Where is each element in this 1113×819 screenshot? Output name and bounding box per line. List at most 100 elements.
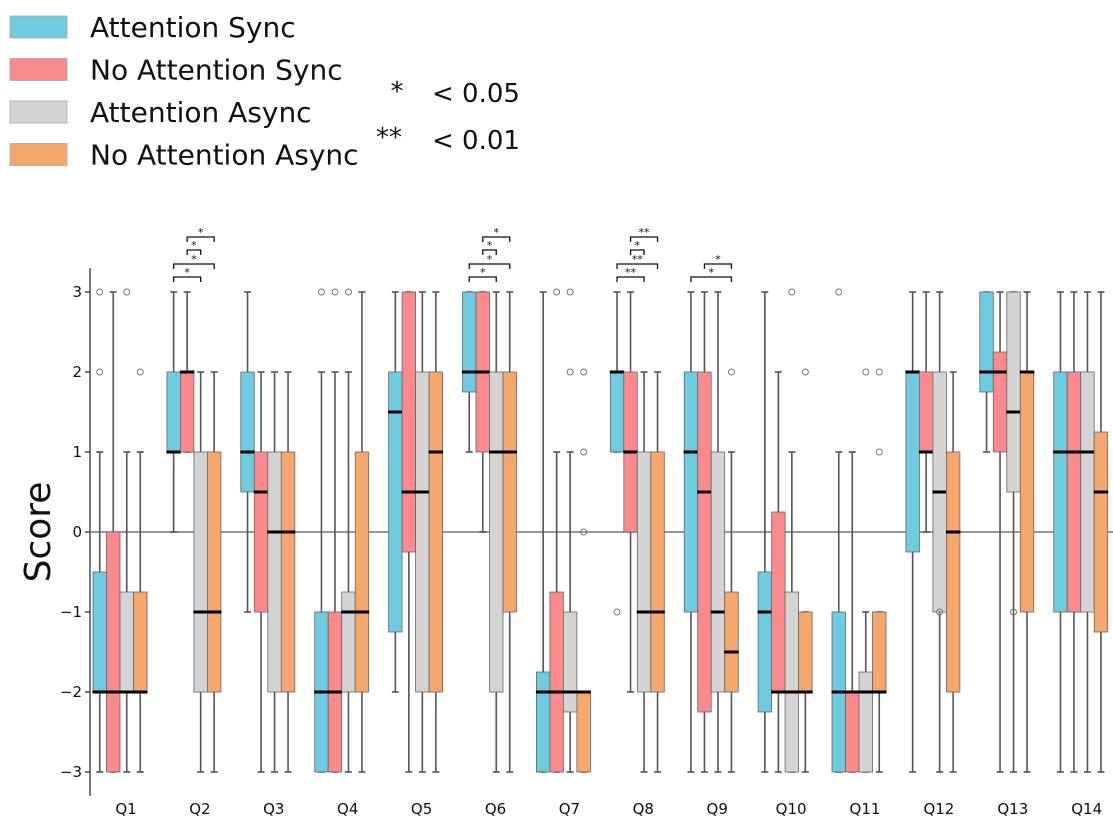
box-attention-sync — [1053, 291, 1068, 773]
x-tick-label: Q11 — [850, 800, 881, 818]
box-no-attention-async — [428, 291, 444, 773]
box-no-attention-async — [1093, 291, 1109, 773]
box-iqr — [784, 591, 799, 773]
significance-bracket — [482, 249, 497, 255]
y-tick-label: 2 — [72, 363, 82, 381]
box-attention-sync — [314, 288, 329, 773]
legend-label: No Attention Sync — [90, 54, 343, 87]
outlier-point — [580, 368, 588, 376]
box-iqr — [992, 351, 1008, 453]
box-attention-sync — [92, 288, 107, 773]
significance-symbol: * — [391, 77, 404, 107]
box-iqr — [905, 371, 920, 553]
box-iqr — [401, 291, 417, 553]
box-iqr — [549, 591, 564, 773]
box-iqr — [609, 371, 625, 453]
significance-marker: * — [715, 253, 721, 266]
box-iqr — [489, 371, 504, 693]
box-iqr — [650, 451, 665, 693]
box-iqr — [872, 611, 887, 693]
box-attention-async — [415, 291, 430, 773]
significance-marker: * — [708, 266, 714, 279]
box-iqr — [341, 591, 356, 693]
box-no-attention-sync — [918, 291, 934, 533]
significance-bracket — [629, 249, 645, 255]
box-iqr — [1066, 371, 1082, 613]
y-tick-label: −3 — [60, 763, 82, 781]
outlier-point — [727, 368, 735, 376]
legend-swatch — [9, 100, 68, 124]
outlier-point — [136, 368, 144, 376]
outlier-point — [1010, 608, 1018, 616]
significance-marker: ** — [639, 226, 651, 239]
box-attention-sync — [831, 288, 846, 773]
significance-bracket — [629, 236, 659, 242]
significance-marker: * — [494, 226, 500, 239]
box-attention-async — [193, 371, 208, 773]
significance-bracket — [173, 263, 215, 269]
box-no-attention-sync — [697, 291, 712, 773]
box-iqr — [1093, 431, 1109, 633]
outlier-point — [835, 288, 843, 296]
box-iqr — [771, 511, 786, 693]
outlier-point — [862, 368, 870, 376]
box-iqr — [415, 371, 430, 693]
x-tick-label: Q6 — [485, 800, 506, 818]
box-iqr — [502, 371, 517, 613]
x-tick-label: Q1 — [115, 800, 136, 818]
box-attention-async — [784, 288, 800, 773]
significance-marker: * — [480, 266, 486, 279]
box-iqr — [428, 371, 444, 693]
box-iqr — [563, 611, 578, 713]
box-attention-async — [858, 368, 873, 773]
outlier-point — [123, 288, 131, 296]
significance-marker: * — [191, 239, 197, 252]
box-iqr — [710, 451, 726, 693]
box-iqr — [280, 451, 296, 693]
y-axis-label: Score — [18, 482, 59, 583]
box-attention-sync — [757, 291, 773, 773]
outlier-point — [580, 448, 588, 456]
box-iqr — [576, 691, 591, 773]
box-iqr — [1080, 371, 1095, 613]
box-iqr — [133, 591, 148, 693]
box-no-attention-async — [133, 368, 148, 773]
box-no-attention-async — [576, 368, 591, 773]
outlier-point — [936, 608, 944, 616]
significance-bracket — [482, 236, 511, 242]
y-tick-label: −1 — [60, 603, 82, 621]
box-no-attention-async — [872, 368, 887, 773]
box-iqr — [119, 591, 134, 693]
legend-swatch — [9, 15, 68, 39]
box-attention-sync — [683, 291, 699, 773]
box-attention-async — [636, 371, 652, 773]
x-tick-label: Q2 — [189, 800, 210, 818]
box-attention-async — [1080, 291, 1095, 773]
significance-brackets: ***************** — [173, 226, 733, 282]
box-no-attention-sync — [401, 291, 417, 773]
box-iqr — [858, 671, 873, 773]
outlier-point — [331, 288, 339, 296]
y-tick-label: 0 — [72, 523, 82, 541]
box-iqr — [697, 371, 712, 713]
box-attention-sync — [166, 291, 181, 533]
box-iqr — [683, 371, 699, 613]
box-no-attention-async — [502, 291, 517, 773]
outlier-point — [566, 368, 574, 376]
x-tick-label: Q4 — [337, 800, 358, 818]
x-tick-label: Q10 — [776, 800, 807, 818]
legend-swatch — [9, 143, 68, 166]
box-iqr — [166, 371, 181, 453]
x-tick-label: Q7 — [559, 800, 580, 818]
box-attention-sync — [462, 291, 477, 453]
outlier-point — [580, 528, 588, 536]
outlier-point — [613, 608, 621, 616]
significance-marker: * — [635, 239, 641, 252]
significance-marker: * — [191, 253, 197, 266]
outlier-point — [875, 368, 883, 376]
box-attention-async — [1006, 291, 1021, 773]
box-iqr — [979, 291, 994, 393]
box-attention-sync — [388, 291, 403, 693]
outlier-point — [801, 368, 809, 376]
